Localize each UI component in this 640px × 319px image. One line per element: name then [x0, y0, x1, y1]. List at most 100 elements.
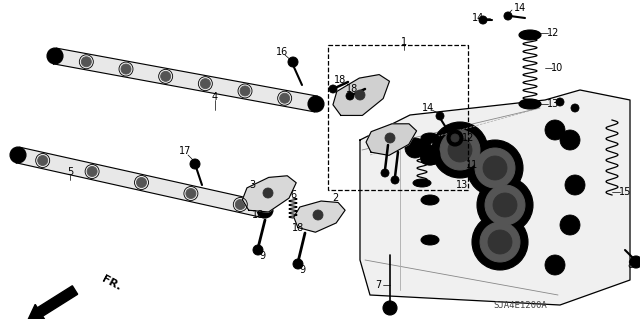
Text: 3: 3: [249, 180, 255, 190]
Text: 9: 9: [259, 251, 265, 261]
Polygon shape: [294, 201, 345, 232]
Circle shape: [47, 48, 63, 64]
Circle shape: [161, 71, 171, 81]
Circle shape: [504, 12, 512, 20]
Circle shape: [448, 138, 472, 162]
Circle shape: [81, 57, 92, 67]
Polygon shape: [243, 176, 296, 212]
Text: 8: 8: [627, 260, 633, 270]
Ellipse shape: [519, 30, 541, 40]
Circle shape: [545, 255, 565, 275]
Circle shape: [263, 188, 273, 198]
Text: 4: 4: [212, 92, 218, 102]
Circle shape: [253, 245, 263, 255]
Polygon shape: [16, 147, 267, 218]
Circle shape: [190, 159, 200, 169]
Ellipse shape: [519, 99, 541, 109]
Circle shape: [483, 156, 507, 180]
Polygon shape: [366, 124, 417, 155]
Circle shape: [385, 133, 395, 143]
Polygon shape: [333, 75, 390, 115]
Circle shape: [451, 134, 459, 142]
Circle shape: [346, 92, 354, 100]
Ellipse shape: [421, 235, 439, 245]
Circle shape: [479, 16, 487, 24]
Text: 11: 11: [466, 160, 478, 170]
Circle shape: [329, 85, 337, 93]
Circle shape: [440, 130, 480, 170]
Circle shape: [472, 214, 528, 270]
Circle shape: [186, 189, 196, 198]
Circle shape: [381, 169, 389, 177]
Circle shape: [313, 210, 323, 220]
Text: 18: 18: [346, 84, 358, 94]
Text: 18: 18: [334, 75, 346, 85]
Circle shape: [477, 177, 533, 233]
Circle shape: [280, 93, 290, 103]
Text: SJA4E1200A: SJA4E1200A: [493, 300, 547, 309]
Circle shape: [308, 96, 324, 112]
Polygon shape: [54, 48, 317, 112]
Text: 14: 14: [514, 3, 526, 13]
Circle shape: [560, 215, 580, 235]
Circle shape: [475, 148, 515, 188]
Text: 6: 6: [290, 190, 296, 200]
Circle shape: [436, 112, 444, 120]
Circle shape: [87, 167, 97, 176]
Text: 14: 14: [422, 103, 434, 113]
Text: 13: 13: [547, 99, 559, 109]
Circle shape: [391, 176, 399, 184]
Circle shape: [240, 86, 250, 96]
Text: 13: 13: [456, 180, 468, 190]
Bar: [328, 45, 468, 190]
Text: 9: 9: [299, 265, 305, 275]
Circle shape: [383, 301, 397, 315]
Circle shape: [447, 130, 463, 146]
Circle shape: [420, 145, 440, 165]
Ellipse shape: [413, 139, 431, 147]
Text: 18: 18: [292, 223, 304, 233]
Ellipse shape: [421, 195, 439, 205]
Circle shape: [391, 131, 399, 139]
Circle shape: [560, 130, 580, 150]
Circle shape: [293, 259, 303, 269]
Polygon shape: [360, 90, 630, 305]
Circle shape: [571, 104, 579, 112]
Text: 14: 14: [472, 13, 484, 23]
Circle shape: [545, 120, 565, 140]
Circle shape: [485, 185, 525, 225]
Text: 10: 10: [551, 63, 563, 73]
Circle shape: [121, 64, 131, 74]
Text: FR.: FR.: [100, 274, 123, 292]
Circle shape: [493, 193, 517, 217]
Ellipse shape: [421, 155, 439, 165]
Circle shape: [288, 57, 298, 67]
Text: 1: 1: [401, 37, 407, 47]
Circle shape: [257, 202, 273, 218]
Circle shape: [355, 90, 365, 100]
Text: 16: 16: [276, 47, 288, 57]
Circle shape: [405, 138, 425, 158]
Ellipse shape: [421, 133, 439, 143]
Text: 12: 12: [547, 28, 559, 38]
Circle shape: [556, 98, 564, 106]
Circle shape: [376, 136, 384, 144]
Circle shape: [488, 230, 512, 254]
Ellipse shape: [413, 179, 431, 187]
Circle shape: [38, 155, 48, 166]
Text: 12: 12: [462, 133, 474, 143]
Text: 17: 17: [179, 146, 191, 156]
Circle shape: [236, 199, 245, 210]
Circle shape: [432, 122, 488, 178]
FancyArrow shape: [28, 286, 77, 319]
Circle shape: [136, 177, 147, 188]
Text: 18: 18: [252, 210, 264, 220]
Text: 15: 15: [619, 187, 631, 197]
Circle shape: [200, 79, 211, 89]
Text: 2: 2: [332, 193, 338, 203]
Circle shape: [565, 175, 585, 195]
Circle shape: [467, 140, 523, 196]
Text: 7: 7: [375, 280, 381, 290]
Text: 5: 5: [67, 167, 73, 177]
Circle shape: [10, 147, 26, 163]
